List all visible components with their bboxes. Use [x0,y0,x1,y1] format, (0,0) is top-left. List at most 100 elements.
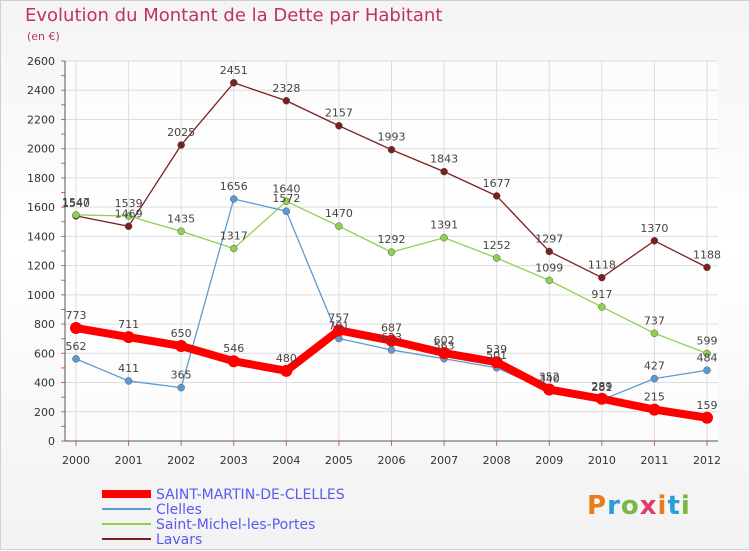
data-label: 1252 [483,239,511,252]
data-point [72,211,80,219]
data-label: 1539 [115,197,143,210]
y-tick-label: 1600 [27,201,55,214]
data-point [650,374,659,383]
data-point [598,303,606,311]
data-point [332,324,345,337]
x-tick-label: 2003 [220,454,248,467]
data-label: 215 [644,391,665,404]
data-label: 701 [328,320,349,333]
y-tick-label: 200 [34,406,55,419]
data-label: 1540 [62,197,90,210]
data-label: 501 [486,349,507,362]
data-point [595,392,608,405]
data-label: 340 [539,372,560,385]
data-label: 281 [591,381,612,394]
data-point [124,212,133,220]
data-label: 546 [223,342,244,355]
y-tick-label: 0 [48,435,55,448]
data-label: 365 [171,369,192,382]
data-point [703,366,711,375]
data-point [701,411,713,424]
data-label: 2025 [167,126,195,139]
data-label: 1547 [62,196,90,209]
data-label: 1317 [220,230,248,243]
data-point [440,233,448,242]
legend-label: SAINT-MARTIN-DE-CLELLES [156,487,345,503]
data-label: 411 [118,362,139,375]
data-point [492,254,501,262]
data-point [122,331,135,344]
data-point [124,377,133,385]
y-tick-label: 2000 [27,143,55,156]
data-point [492,192,501,200]
data-label: 562 [66,340,87,353]
x-tick-label: 2006 [378,454,406,467]
data-label: 650 [171,327,192,340]
data-point [387,248,396,256]
data-point [230,244,238,253]
data-label: 1640 [272,182,300,195]
data-label: 2157 [325,107,353,120]
data-label: 1118 [588,259,616,272]
data-point [490,356,503,369]
data-label: 1993 [378,131,406,144]
chart-subtitle: (en €) [27,30,60,43]
legend-label: Clelles [156,502,202,518]
data-point [387,346,396,354]
data-label: 539 [486,343,507,356]
legend-label: Saint-Michel-les-Portes [156,517,315,533]
data-label: 2451 [220,64,248,77]
data-point [230,79,238,87]
data-point [177,383,185,392]
data-label: 773 [66,309,87,322]
y-tick-label: 1000 [27,289,55,302]
y-tick-label: 400 [34,377,55,390]
x-tick-label: 2010 [588,454,616,467]
data-point [227,355,240,368]
data-point [545,247,553,256]
proxiti-logo: Proxiti [587,491,691,521]
data-point [545,276,553,285]
data-point [440,167,448,176]
logo-letter: i [680,491,691,521]
data-label: 1843 [430,153,458,166]
data-label: 289 [591,380,612,393]
data-point [335,121,343,130]
data-label: 1572 [272,192,300,205]
data-point [70,322,82,335]
data-point [282,197,291,206]
data-label: 427 [644,360,665,373]
y-tick-label: 1800 [27,172,55,185]
x-tick-label: 2001 [115,454,143,467]
logo-letter: i [657,491,668,521]
data-label: 563 [434,340,455,353]
x-tick-label: 2007 [430,454,458,467]
x-tick-label: 2011 [640,454,668,467]
data-label: 352 [539,371,560,384]
y-tick-label: 2600 [27,55,55,68]
legend-label: Lavars [156,532,202,548]
data-label: 757 [328,311,349,324]
x-tick-label: 2008 [483,454,511,467]
data-point [177,227,185,236]
data-label: 602 [434,334,455,347]
data-point [282,207,291,215]
data-label: 2328 [272,82,300,95]
y-tick-label: 800 [34,318,55,331]
data-label: 484 [697,351,718,364]
data-label: 1292 [378,233,406,246]
x-tick-label: 2012 [693,454,721,467]
data-point [124,222,133,231]
logo-letter: o [620,491,640,521]
y-tick-label: 1400 [27,230,55,243]
data-label: 1469 [115,207,143,220]
data-label: 687 [381,322,402,335]
data-label: 1370 [640,222,668,235]
data-point [543,383,556,396]
x-tick-label: 2004 [272,454,300,467]
x-tick-label: 2005 [325,454,353,467]
data-label: 1435 [167,212,195,225]
data-point [177,141,185,149]
data-point [230,195,238,203]
data-point [175,340,188,352]
